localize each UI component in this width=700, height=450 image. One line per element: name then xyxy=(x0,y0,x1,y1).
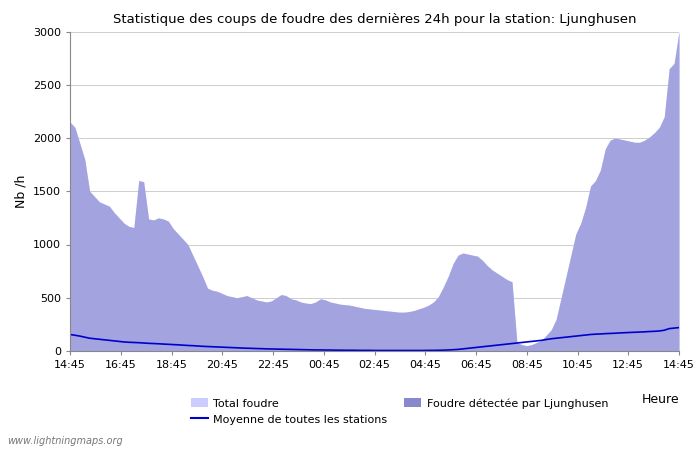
Text: Heure: Heure xyxy=(641,392,679,405)
Legend: Total foudre, Moyenne de toutes les stations, Foudre détectée par Ljunghusen: Total foudre, Moyenne de toutes les stat… xyxy=(191,398,608,425)
Text: www.lightningmaps.org: www.lightningmaps.org xyxy=(7,436,122,446)
Y-axis label: Nb /h: Nb /h xyxy=(14,175,27,208)
Title: Statistique des coups de foudre des dernières 24h pour la station: Ljunghusen: Statistique des coups de foudre des dern… xyxy=(113,13,636,26)
